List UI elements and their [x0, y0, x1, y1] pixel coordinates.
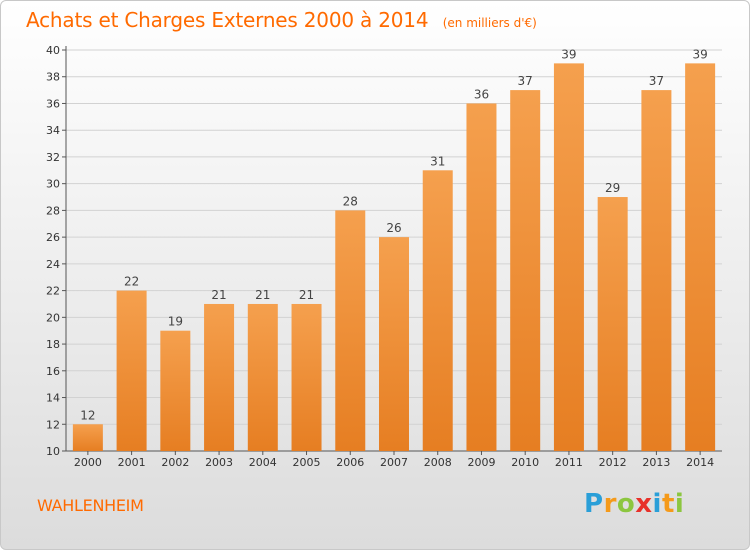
logo-letter: P [584, 489, 604, 519]
x-tick-label: 2005 [293, 456, 321, 469]
x-tick-label: 2006 [336, 456, 364, 469]
bar [510, 90, 541, 451]
bar-value-label: 22 [124, 275, 139, 289]
x-tick-label: 2000 [74, 456, 102, 469]
bar [204, 303, 235, 451]
bar-value-label: 26 [386, 221, 401, 235]
logo-letter: o [616, 489, 636, 519]
y-tick-label: 20 [46, 311, 60, 324]
x-tick-label: 2011 [555, 456, 583, 469]
x-tick-label: 2003 [205, 456, 233, 469]
y-tick-label: 18 [46, 338, 60, 351]
y-tick-label: 10 [46, 445, 60, 458]
bar [335, 210, 366, 451]
logo-letter: t [661, 489, 675, 519]
x-tick-label: 2001 [118, 456, 146, 469]
y-tick-label: 14 [46, 392, 60, 405]
bar-value-label: 28 [343, 194, 358, 208]
x-tick-label: 2010 [511, 456, 539, 469]
bar [553, 63, 584, 451]
x-tick-label: 2004 [249, 456, 277, 469]
place-name: WAHLENHEIM [37, 496, 144, 515]
logo-letter: r [603, 489, 617, 519]
bar [422, 170, 453, 452]
bar [641, 90, 672, 451]
bar [685, 63, 716, 451]
x-tick-label: 2009 [467, 456, 495, 469]
bar [597, 197, 628, 451]
x-tick-label: 2007 [380, 456, 408, 469]
bar [291, 303, 322, 451]
y-tick-label: 26 [46, 231, 60, 244]
x-tick-label: 2012 [599, 456, 627, 469]
y-tick-label: 38 [46, 71, 60, 84]
bar-value-label: 39 [561, 47, 576, 61]
bar [160, 330, 191, 451]
y-tick-label: 40 [46, 44, 60, 57]
bar-value-label: 39 [692, 47, 707, 61]
bar [247, 303, 278, 451]
proxiti-logo: Proxiti [584, 489, 684, 519]
bar [379, 237, 409, 451]
bar-value-label: 36 [474, 87, 489, 101]
chart-subtitle: (en milliers d'€) [442, 16, 537, 30]
bar-value-label: 12 [80, 408, 95, 422]
bar [466, 103, 497, 451]
bar [72, 424, 103, 451]
y-tick-label: 32 [46, 151, 60, 164]
y-tick-label: 36 [46, 97, 60, 110]
bar-value-label: 37 [518, 74, 533, 88]
bar [116, 290, 147, 451]
bar-value-label: 31 [430, 154, 445, 168]
y-tick-label: 30 [46, 178, 60, 191]
bar-value-label: 21 [299, 288, 314, 302]
y-tick-label: 16 [46, 365, 60, 378]
bar-value-label: 21 [255, 288, 270, 302]
y-tick-label: 34 [46, 124, 60, 137]
chart-title: Achats et Charges Externes 2000 à 2014 [26, 8, 429, 32]
y-tick-label: 28 [46, 204, 60, 217]
x-tick-label: 2002 [161, 456, 189, 469]
bar-value-label: 19 [168, 315, 183, 329]
chart-title-block: Achats et Charges Externes 2000 à 2014 (… [26, 8, 537, 32]
logo-letter: i [652, 489, 662, 519]
x-tick-label: 2014 [686, 456, 714, 469]
bar-value-label: 37 [649, 74, 664, 88]
logo-letter: i [674, 489, 685, 519]
x-tick-label: 2013 [642, 456, 670, 469]
bar-value-label: 29 [605, 181, 620, 195]
logo-letter: x [635, 489, 653, 519]
y-tick-label: 24 [46, 258, 60, 271]
x-tick-label: 2008 [424, 456, 452, 469]
y-tick-label: 22 [46, 285, 60, 298]
bar-value-label: 21 [211, 288, 226, 302]
y-tick-label: 12 [46, 418, 60, 431]
